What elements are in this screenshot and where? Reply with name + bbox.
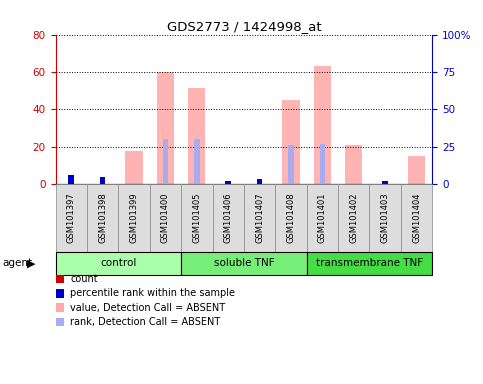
Text: GSM101406: GSM101406	[224, 193, 233, 243]
Text: GSM101407: GSM101407	[255, 193, 264, 243]
Bar	[194, 139, 199, 184]
Bar	[383, 180, 388, 184]
Bar	[320, 144, 325, 184]
Text: transmembrane TNF: transmembrane TNF	[316, 258, 423, 268]
Text: GSM101401: GSM101401	[318, 193, 327, 243]
Bar	[188, 88, 205, 184]
Bar	[126, 151, 142, 184]
Bar	[288, 146, 294, 184]
Text: control: control	[100, 258, 137, 268]
Bar	[100, 177, 105, 184]
Text: count: count	[70, 274, 98, 284]
Text: GSM101402: GSM101402	[349, 193, 358, 243]
Text: GSM101399: GSM101399	[129, 193, 139, 243]
Text: agent: agent	[2, 258, 32, 268]
Text: GSM101397: GSM101397	[67, 192, 76, 243]
Text: GSM101405: GSM101405	[192, 193, 201, 243]
Bar	[69, 180, 74, 184]
Bar	[314, 66, 331, 184]
Text: soluble TNF: soluble TNF	[213, 258, 274, 268]
Bar	[226, 181, 231, 184]
Text: GSM101404: GSM101404	[412, 193, 421, 243]
Bar	[163, 139, 168, 184]
Bar	[157, 72, 174, 184]
Bar	[69, 175, 74, 184]
Bar	[100, 180, 105, 184]
Text: percentile rank within the sample: percentile rank within the sample	[70, 288, 235, 298]
Text: GSM101408: GSM101408	[286, 193, 296, 243]
Title: GDS2773 / 1424998_at: GDS2773 / 1424998_at	[167, 20, 321, 33]
Bar	[257, 179, 262, 184]
Text: GSM101398: GSM101398	[98, 192, 107, 243]
Bar	[345, 145, 362, 184]
Bar	[408, 156, 425, 184]
Text: GSM101403: GSM101403	[381, 193, 390, 243]
Bar	[257, 182, 262, 184]
Text: rank, Detection Call = ABSENT: rank, Detection Call = ABSENT	[70, 317, 220, 327]
Text: value, Detection Call = ABSENT: value, Detection Call = ABSENT	[70, 303, 225, 313]
Text: GSM101400: GSM101400	[161, 193, 170, 243]
Text: ▶: ▶	[27, 258, 35, 268]
Bar	[283, 100, 299, 184]
